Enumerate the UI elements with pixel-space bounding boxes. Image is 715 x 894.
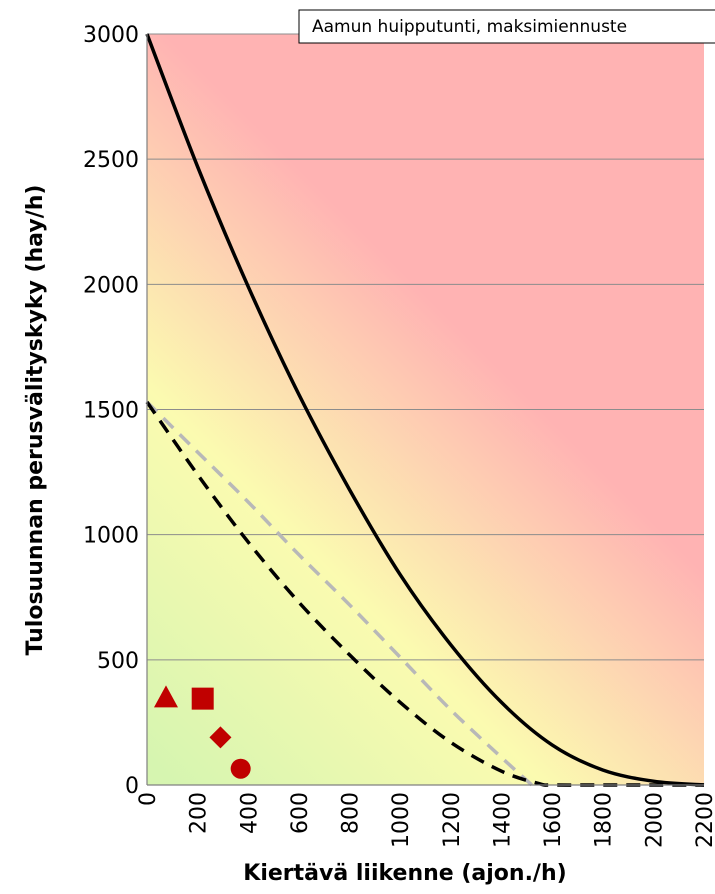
series-line-solid [145,33,705,787]
y-tick-labels: 0 500 1000 1500 2000 2500 3000 [83,23,139,799]
annotation-text: Aamun huipputunti, maksimiennuste [312,17,627,37]
x-tick-label: 2000 [642,792,667,848]
marker-circle [230,758,251,779]
y-tick-label: 2000 [83,273,139,298]
x-tick-labels: 0 200 400 600 800 1000 1200 1400 1600 1800 2000 220… [136,792,715,848]
x-axis-title: Kiertävä liikenne (ajon./h) [243,861,566,886]
y-axis-title: Tulosuunnan perusvälityskyky (hay/h) [23,185,48,656]
x-tick-label: 0 [136,792,161,806]
series-line-dashed [145,401,704,787]
y-tick-label: 500 [97,649,139,674]
marker-square [191,687,214,710]
x-tick-label: 1600 [541,792,566,848]
marker-group [153,685,251,779]
series-line-light-dashed [145,400,533,787]
y-tick-label: 0 [125,774,139,799]
y-tick-label: 3000 [83,23,139,48]
x-tick-label: 2200 [693,792,715,848]
x-tick-label: 1000 [389,792,414,848]
x-tick-label: 600 [288,792,313,834]
x-tick-label: 400 [237,792,262,834]
series-group [145,33,705,787]
x-tick-label: 1400 [490,792,515,848]
marker-triangle [153,685,178,708]
x-tick-label: 200 [187,792,212,834]
x-tick-label: 1800 [592,792,617,848]
x-tick-label: 800 [339,792,364,834]
y-tick-label: 2500 [83,148,139,173]
y-tick-label: 1000 [83,524,139,549]
marker-diamond [209,726,232,749]
y-tick-label: 1500 [83,399,139,424]
x-tick-label: 1200 [440,792,465,848]
annotation-box: Aamun huipputunti, maksimiennuste [298,9,715,44]
